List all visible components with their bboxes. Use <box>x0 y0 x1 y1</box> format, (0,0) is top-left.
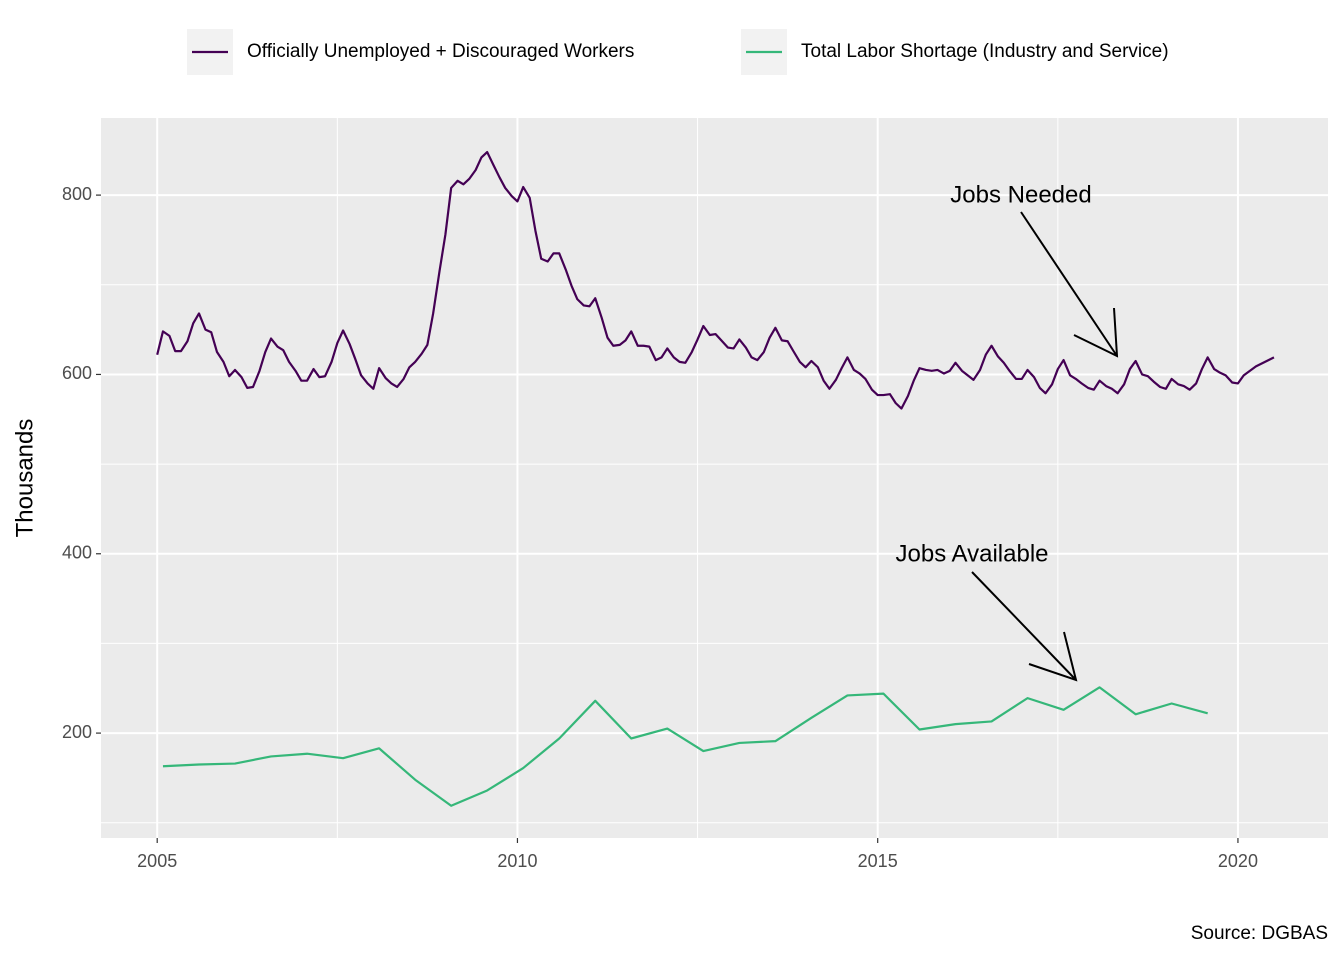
series-line <box>162 686 1208 807</box>
panel <box>101 118 1328 838</box>
y-tick-label: 400 <box>62 543 92 563</box>
y-axis-title: Thousands <box>11 419 38 538</box>
arrow <box>1020 211 1119 358</box>
annotation-arrows <box>971 211 1119 682</box>
caption: Source: DGBAS <box>1191 923 1328 944</box>
annotation: Jobs Available <box>896 540 1049 567</box>
arrow <box>971 571 1078 682</box>
annotation: Jobs Needed <box>950 181 1091 208</box>
x-tick-label: 2005 <box>137 851 177 871</box>
x-tick-label: 2010 <box>497 851 537 871</box>
y-tick-label: 600 <box>62 363 92 383</box>
y-tick-label: 800 <box>62 184 92 204</box>
series-line <box>156 150 1275 410</box>
legend-label: Officially Unemployed + Discouraged Work… <box>247 41 634 62</box>
x-tick-label: 2020 <box>1218 851 1258 871</box>
y-tick-label: 200 <box>62 722 92 742</box>
legend-label: Total Labor Shortage (Industry and Servi… <box>801 41 1169 62</box>
legend: Officially Unemployed + Discouraged Work… <box>187 29 1169 75</box>
x-tick-label: 2015 <box>858 851 898 871</box>
